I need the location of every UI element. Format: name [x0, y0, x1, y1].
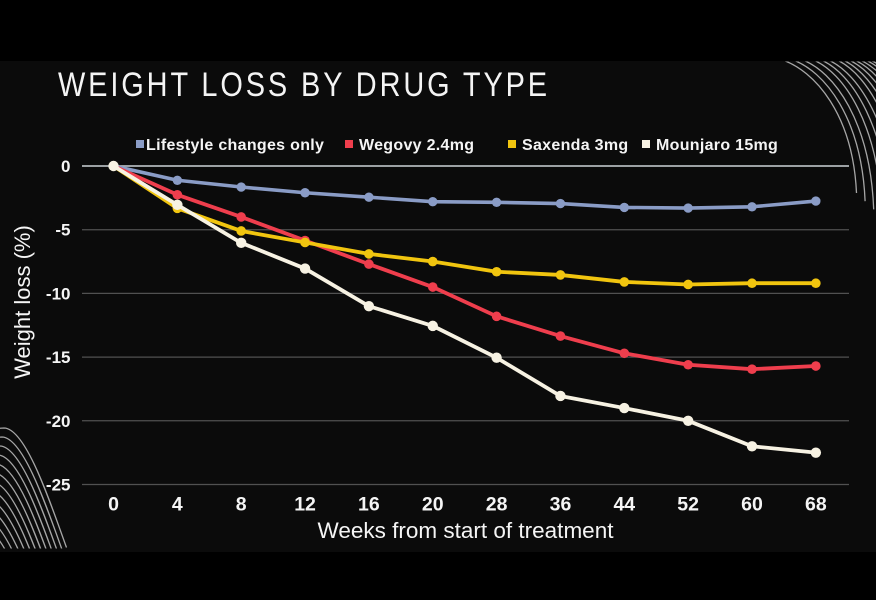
svg-text:0: 0	[108, 493, 119, 515]
svg-text:28: 28	[486, 493, 508, 515]
svg-text:-25: -25	[46, 476, 71, 495]
svg-text:Weeks from start of treatment: Weeks from start of treatment	[318, 518, 615, 543]
svg-text:68: 68	[805, 493, 827, 515]
svg-text:20: 20	[422, 493, 444, 515]
svg-text:16: 16	[358, 493, 380, 515]
svg-text:36: 36	[550, 493, 572, 515]
svg-text:-15: -15	[46, 348, 71, 367]
svg-text:0: 0	[61, 157, 70, 176]
svg-text:-5: -5	[55, 221, 70, 240]
svg-text:-10: -10	[46, 284, 71, 303]
svg-text:-20: -20	[46, 412, 71, 431]
svg-text:4: 4	[172, 493, 183, 515]
svg-text:Weight loss (%): Weight loss (%)	[10, 225, 35, 379]
svg-text:12: 12	[294, 493, 316, 515]
svg-text:8: 8	[236, 493, 247, 515]
svg-text:52: 52	[677, 493, 699, 515]
svg-text:60: 60	[741, 493, 763, 515]
svg-text:44: 44	[613, 493, 635, 515]
